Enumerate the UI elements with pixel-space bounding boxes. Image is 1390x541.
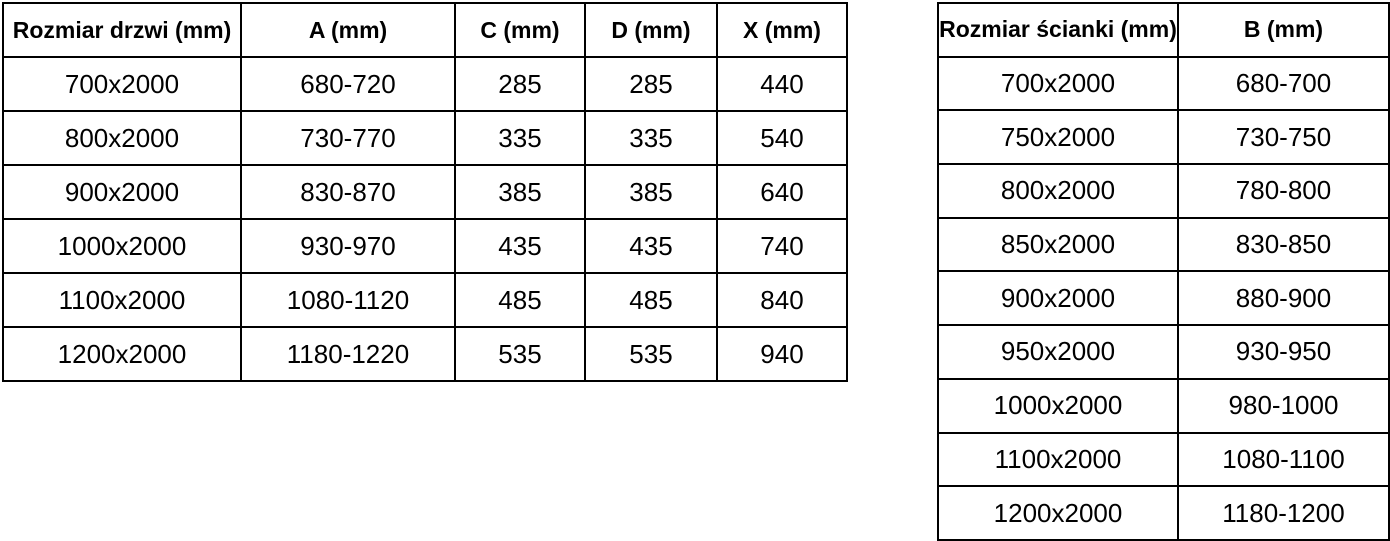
table-row: 1100x2000 1080-1120 485 485 840 — [2, 272, 848, 328]
door-table-header-row: Rozmiar drzwi (mm) A (mm) C (mm) D (mm) … — [2, 2, 848, 58]
table-cell: 1180-1200 — [1177, 485, 1390, 541]
column-header-door-size: Rozmiar drzwi (mm) — [2, 2, 242, 58]
table-row: 700x2000 680-720 285 285 440 — [2, 56, 848, 112]
table-cell: 1000x2000 — [2, 218, 242, 274]
table-cell: 1080-1120 — [240, 272, 456, 328]
table-row: 800x2000 730-770 335 335 540 — [2, 110, 848, 166]
table-cell: 1100x2000 — [937, 431, 1179, 488]
table-cell: 335 — [454, 110, 586, 166]
column-header-a: A (mm) — [240, 2, 456, 58]
table-cell: 680-720 — [240, 56, 456, 112]
table-row: 900x2000 880-900 — [937, 270, 1390, 327]
table-cell: 535 — [584, 326, 718, 382]
table-cell: 485 — [454, 272, 586, 328]
column-header-x: X (mm) — [716, 2, 848, 58]
table-cell: 800x2000 — [937, 163, 1179, 219]
table-cell: 880-900 — [1177, 270, 1390, 327]
table-cell: 1100x2000 — [2, 272, 242, 328]
table-cell: 750x2000 — [937, 109, 1179, 166]
table-row: 1200x2000 1180-1200 — [937, 485, 1390, 541]
table-cell: 950x2000 — [937, 324, 1179, 380]
table-cell: 435 — [584, 218, 718, 274]
door-size-table: Rozmiar drzwi (mm) A (mm) C (mm) D (mm) … — [2, 2, 848, 382]
table-row: 1000x2000 980-1000 — [937, 377, 1390, 434]
table-cell: 1200x2000 — [2, 326, 242, 382]
table-cell: 385 — [454, 164, 586, 220]
table-cell: 930-970 — [240, 218, 456, 274]
table-cell: 540 — [716, 110, 848, 166]
table-cell: 850x2000 — [937, 216, 1179, 273]
table-cell: 285 — [584, 56, 718, 112]
table-cell: 780-800 — [1177, 163, 1390, 219]
table-cell: 730-750 — [1177, 109, 1390, 166]
table-cell: 930-950 — [1177, 324, 1390, 380]
table-cell: 840 — [716, 272, 848, 328]
table-cell: 680-700 — [1177, 55, 1390, 112]
table-cell: 385 — [584, 164, 718, 220]
column-header-wall-size: Rozmiar ścianki (mm) — [937, 2, 1179, 58]
table-cell: 800x2000 — [2, 110, 242, 166]
table-cell: 700x2000 — [937, 55, 1179, 112]
table-cell: 435 — [454, 218, 586, 274]
table-cell: 740 — [716, 218, 848, 274]
table-row: 950x2000 930-950 — [937, 324, 1390, 380]
table-row: 1200x2000 1180-1220 535 535 940 — [2, 326, 848, 382]
table-cell: 980-1000 — [1177, 377, 1390, 434]
table-row: 900x2000 830-870 385 385 640 — [2, 164, 848, 220]
table-row: 800x2000 780-800 — [937, 163, 1390, 219]
table-cell: 730-770 — [240, 110, 456, 166]
table-cell: 900x2000 — [2, 164, 242, 220]
table-cell: 335 — [584, 110, 718, 166]
table-cell: 1000x2000 — [937, 377, 1179, 434]
table-row: 1000x2000 930-970 435 435 740 — [2, 218, 848, 274]
table-row: 850x2000 830-850 — [937, 216, 1390, 273]
wall-table-header-row: Rozmiar ścianki (mm) B (mm) — [937, 2, 1390, 58]
wall-size-table: Rozmiar ścianki (mm) B (mm) 700x2000 680… — [937, 2, 1390, 541]
table-cell: 940 — [716, 326, 848, 382]
table-cell: 440 — [716, 56, 848, 112]
table-cell: 640 — [716, 164, 848, 220]
table-cell: 535 — [454, 326, 586, 382]
table-cell: 485 — [584, 272, 718, 328]
table-cell: 900x2000 — [937, 270, 1179, 327]
table-cell: 1200x2000 — [937, 485, 1179, 541]
table-cell: 830-870 — [240, 164, 456, 220]
table-cell: 830-850 — [1177, 216, 1390, 273]
column-header-b: B (mm) — [1177, 2, 1390, 58]
column-header-d: D (mm) — [584, 2, 718, 58]
table-cell: 700x2000 — [2, 56, 242, 112]
table-cell: 1180-1220 — [240, 326, 456, 382]
table-row: 1100x2000 1080-1100 — [937, 431, 1390, 488]
table-row: 700x2000 680-700 — [937, 55, 1390, 112]
table-cell: 1080-1100 — [1177, 431, 1390, 488]
table-row: 750x2000 730-750 — [937, 109, 1390, 166]
column-header-c: C (mm) — [454, 2, 586, 58]
table-cell: 285 — [454, 56, 586, 112]
